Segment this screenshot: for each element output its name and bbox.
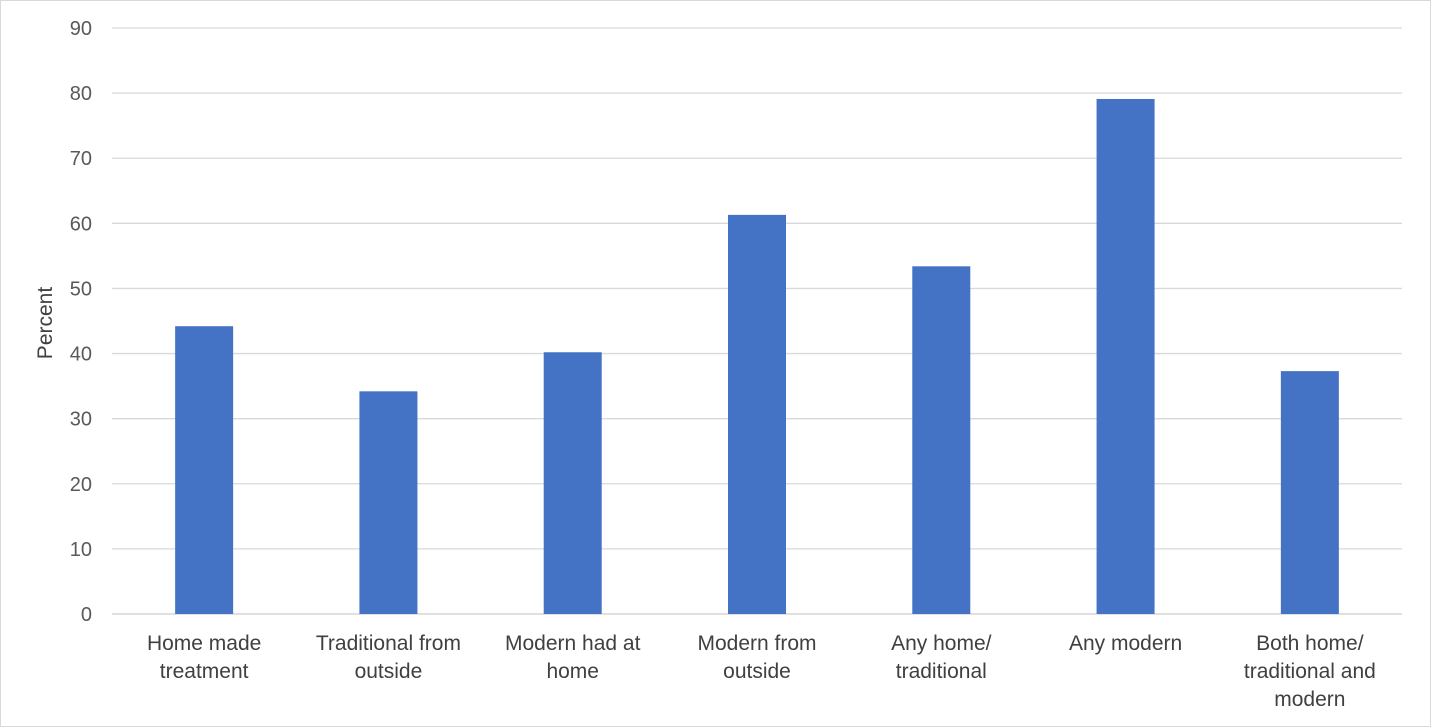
y-tick-label: 80 xyxy=(70,83,92,105)
x-category-label-line: Any modern xyxy=(1069,632,1182,655)
y-tick-label: 50 xyxy=(70,278,92,300)
x-category-label: Any home/traditional xyxy=(891,632,992,683)
x-category-label: Traditional from outside xyxy=(316,632,461,683)
x-category-label: Home made treatment xyxy=(147,632,261,683)
x-category-label-line: treatment xyxy=(160,660,249,683)
bar xyxy=(1096,98,1155,614)
y-tick-label: 0 xyxy=(81,604,92,626)
y-tick-label: 60 xyxy=(70,213,92,235)
x-category-label-line: Modern from xyxy=(697,632,816,655)
x-category-label-line: outside xyxy=(723,660,791,683)
bars xyxy=(175,98,1339,614)
x-category-label-line: traditional and xyxy=(1244,660,1376,683)
y-tick-label: 30 xyxy=(70,409,92,431)
x-category-label-line: Any home/ xyxy=(891,632,992,655)
x-category-label-line: modern xyxy=(1274,688,1345,711)
x-category-label-line: home xyxy=(546,660,599,683)
bar xyxy=(912,266,971,614)
y-axis-label: Percent xyxy=(34,287,57,360)
x-category-label-line: Modern had at xyxy=(505,632,641,655)
bar xyxy=(728,214,786,614)
bar xyxy=(359,391,418,614)
y-tick-label: 70 xyxy=(70,148,92,170)
x-category-label: Modern had at home xyxy=(505,632,641,683)
x-category-label: Both home/traditional and modern xyxy=(1244,632,1376,711)
x-category-label: Modern from outside xyxy=(697,632,816,683)
y-tick-label: 90 xyxy=(70,18,92,40)
y-axis-ticks: 0 10 20 30 40 50 60 70 80 90 xyxy=(70,18,92,626)
x-category-label-line: outside xyxy=(355,660,423,683)
bar xyxy=(543,352,602,614)
y-tick-label: 40 xyxy=(70,344,92,366)
x-category-label-line: Both home/ xyxy=(1256,632,1364,655)
x-category-label-line: Traditional from xyxy=(316,632,461,655)
x-category-label-line: traditional xyxy=(896,660,987,683)
bar xyxy=(1280,371,1339,614)
x-category-label-line: Home made xyxy=(147,632,261,655)
x-axis-categories: Home made treatment Traditional from outsid… xyxy=(147,632,1376,711)
y-tick-label: 10 xyxy=(70,539,92,561)
y-tick-label: 20 xyxy=(70,474,92,496)
x-category-label: Any modern xyxy=(1069,632,1182,655)
bar xyxy=(175,326,234,614)
